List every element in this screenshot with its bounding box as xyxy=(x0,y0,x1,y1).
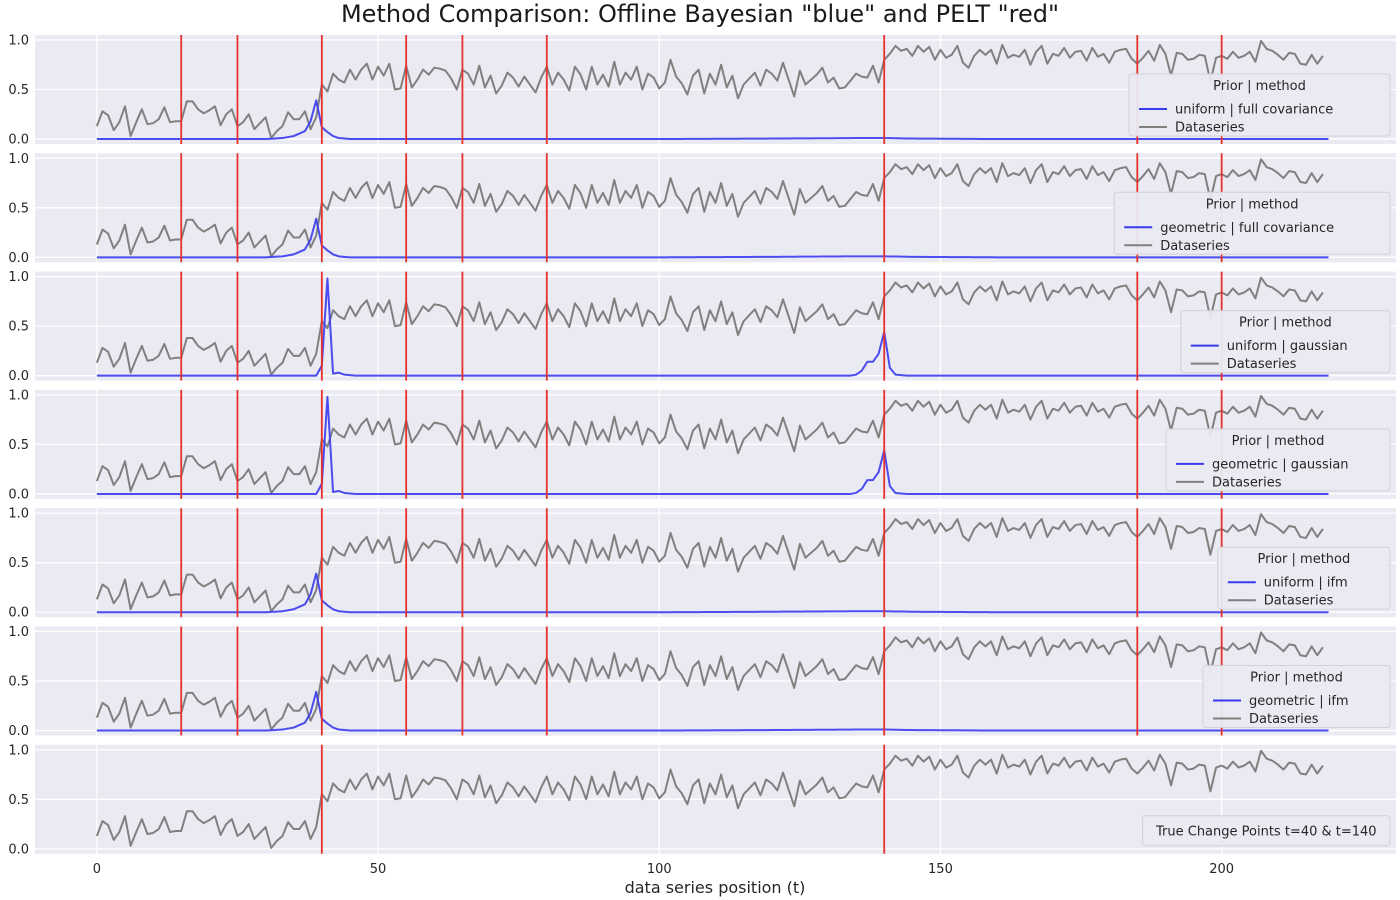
legend-series-label: uniform | gaussian xyxy=(1227,339,1348,354)
y-tick-label: 0.0 xyxy=(8,251,29,266)
y-tick-label: 0.5 xyxy=(8,793,29,808)
legend-box xyxy=(1113,191,1391,255)
legend: Prior | method geometric | ifm Dataseries xyxy=(1202,665,1391,728)
x-tick-label: 100 xyxy=(647,862,672,877)
legend-title: Prior | method xyxy=(1206,197,1299,212)
y-tick-label: 0.5 xyxy=(8,83,29,98)
legend-dataseries-label: Dataseries xyxy=(1264,594,1334,609)
x-tick-label: 150 xyxy=(928,862,953,877)
changepoint-probability-line xyxy=(96,217,1329,259)
y-tick-label: 0.0 xyxy=(8,724,29,739)
true-changepoints-note: True Change Points t=40 & t=140 xyxy=(1142,815,1391,847)
x-tick-label: 50 xyxy=(370,862,387,877)
legend: Prior | method uniform | gaussian Dataseri… xyxy=(1180,310,1391,374)
legend-box xyxy=(1217,546,1391,610)
legend: Prior | method geometric | full covarianc… xyxy=(1113,191,1391,255)
y-tick-label: 0.0 xyxy=(8,606,29,621)
panel-7: 0.0 0.5 1.0 True Change Points t=40 & t=140 xyxy=(8,743,1396,857)
legend-box xyxy=(1202,665,1391,728)
legend-title: Prior | method xyxy=(1258,552,1351,567)
legend-series-label: uniform | full covariance xyxy=(1175,103,1333,118)
panel-2: 0.0 0.5 1.0 Prior | method geometric | full … xyxy=(8,152,1396,266)
changepoint-probability-line xyxy=(96,395,1329,495)
legend-dataseries-label: Dataseries xyxy=(1160,239,1230,254)
panel-6: 0.0 0.5 1.0 Prior | method geometric | ifm Da… xyxy=(8,625,1396,739)
dataseries-line xyxy=(95,631,1324,731)
panel-4: 0.0 0.5 1.0 Prior | method geometric | gauss… xyxy=(8,388,1396,502)
y-tick-label: 0.0 xyxy=(8,487,29,502)
legend-series-label: geometric | gaussian xyxy=(1212,457,1349,472)
legend-title: Prior | method xyxy=(1239,316,1332,331)
legend-box xyxy=(1128,73,1391,137)
changepoint-probability-line xyxy=(96,690,1329,732)
legend: Prior | method uniform | full covariance D… xyxy=(1128,73,1391,137)
y-tick-label: 0.0 xyxy=(8,842,29,857)
legend-box xyxy=(1165,428,1391,492)
y-tick-label: 1.0 xyxy=(8,152,29,167)
changepoint-probability-line xyxy=(96,99,1329,141)
legend-dataseries-label: Dataseries xyxy=(1227,357,1297,372)
y-tick-label: 0.5 xyxy=(8,675,29,690)
legend-title: Prior | method xyxy=(1213,79,1306,94)
legend-dataseries-label: Dataseries xyxy=(1212,475,1282,490)
x-axis-label: data series position (t) xyxy=(625,878,806,897)
dataseries-line xyxy=(95,158,1324,258)
note-text: True Change Points t=40 & t=140 xyxy=(1155,824,1377,839)
x-tick-label: 0 xyxy=(93,862,101,877)
note-box xyxy=(1142,815,1391,847)
y-tick-label: 0.5 xyxy=(8,438,29,453)
y-tick-label: 1.0 xyxy=(8,388,29,403)
y-tick-label: 0.0 xyxy=(8,133,29,148)
y-tick-label: 1.0 xyxy=(8,507,29,522)
legend-series-label: geometric | full covariance xyxy=(1160,221,1334,236)
legend: Prior | method uniform | ifm Dataseries xyxy=(1217,546,1391,610)
legend-box xyxy=(1180,310,1391,374)
y-tick-label: 1.0 xyxy=(8,743,29,758)
dataseries-line xyxy=(95,276,1324,376)
chart-title: Method Comparison: Offline Bayesian "blu… xyxy=(341,0,1059,28)
legend-dataseries-label: Dataseries xyxy=(1175,121,1245,136)
y-tick-label: 0.5 xyxy=(8,201,29,216)
panel-1: 0.0 0.5 1.0 Prior | method uniform | full co… xyxy=(8,33,1396,148)
panels: 0.0 0.5 1.0 Prior | method uniform | full co… xyxy=(8,33,1396,857)
y-tick-label: 1.0 xyxy=(8,33,29,48)
legend: Prior | method geometric | gaussian Datase… xyxy=(1165,428,1391,492)
legend-title: Prior | method xyxy=(1232,434,1325,449)
x-tick-label: 200 xyxy=(1209,862,1234,877)
legend-series-label: uniform | ifm xyxy=(1264,576,1348,591)
dataseries-line xyxy=(95,39,1324,140)
panel-3: 0.0 0.5 1.0 Prior | method uniform | gaussia… xyxy=(8,270,1396,384)
legend-dataseries-label: Dataseries xyxy=(1249,712,1319,727)
y-tick-label: 1.0 xyxy=(8,270,29,285)
changepoint-probability-line xyxy=(96,277,1329,377)
dataseries-line xyxy=(95,749,1324,849)
panel-5: 0.0 0.5 1.0 Prior | method uniform | ifm Data… xyxy=(8,507,1396,621)
dataseries-line xyxy=(95,394,1324,494)
y-tick-label: 0.5 xyxy=(8,556,29,571)
y-tick-label: 1.0 xyxy=(8,625,29,640)
x-axis: 0 50 100 150 200 xyxy=(93,862,1234,877)
y-tick-label: 0.0 xyxy=(8,369,29,384)
dataseries-line xyxy=(95,513,1324,613)
legend-title: Prior | method xyxy=(1250,671,1343,686)
y-tick-label: 0.5 xyxy=(8,320,29,335)
legend-series-label: geometric | ifm xyxy=(1249,694,1349,709)
changepoint-probability-line xyxy=(96,572,1329,614)
